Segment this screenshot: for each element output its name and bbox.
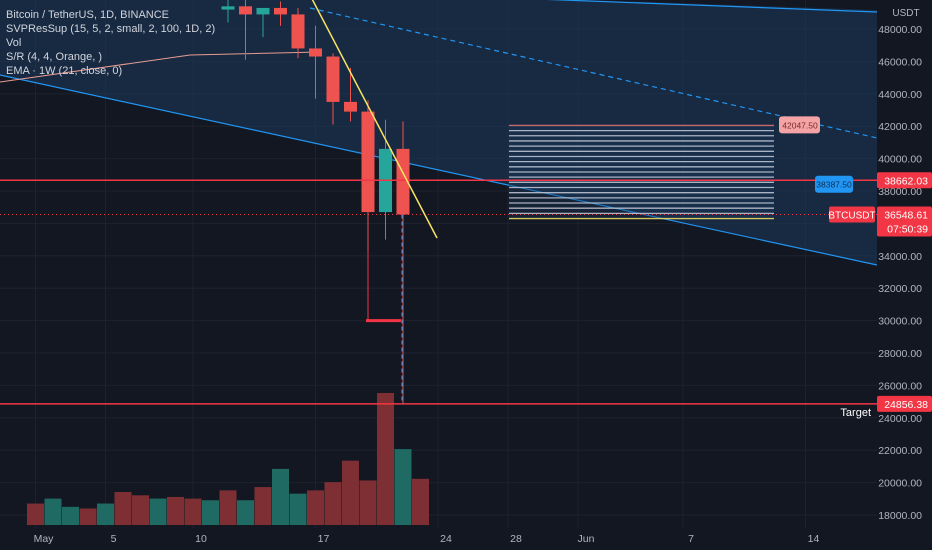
chart-legend: Bitcoin / TetherUS, 1D, BINANCE SVPResSu…	[6, 8, 215, 78]
price-tick-label: 26000.00	[878, 380, 922, 392]
volume-bar	[237, 500, 254, 525]
price-axis-currency: USDT	[892, 8, 919, 19]
price-axis[interactable]: USDT 48000.00 46000.00 44000.00 42000.00 4000…	[877, 0, 932, 550]
profile-high-tag-bg	[779, 116, 820, 134]
candle-body	[256, 7, 270, 15]
price-tick-label: 44000.00	[878, 89, 922, 101]
stop-marker-outline	[367, 250, 401, 322]
yellow-trend-line	[311, 0, 438, 239]
indicator-svp[interactable]: SVPResSup (15, 5, 2, small, 2, 100, 1D, …	[6, 23, 216, 35]
time-tick-label: 5	[111, 533, 117, 545]
support-price-label-bg	[877, 395, 932, 412]
price-tick-label: 30000.00	[878, 316, 922, 328]
volume-bar	[184, 498, 202, 525]
resistance-price-label-bg	[877, 172, 932, 189]
candle-body	[309, 48, 322, 57]
time-axis-bg	[0, 528, 932, 550]
time-tick-label: 14	[808, 533, 820, 545]
volume-bar	[289, 493, 307, 525]
volume-bar	[342, 460, 359, 525]
profile-high-tag: 42047.50	[782, 120, 818, 130]
resistance-price-label: 38662.03	[884, 175, 928, 187]
volume-bar	[27, 503, 44, 525]
volume-bar	[79, 508, 97, 525]
candlestick-series	[221, 0, 410, 404]
candle-body	[344, 101, 357, 112]
channel-mid-dashed-line	[309, 7, 878, 139]
current-price-label: 36548.61	[884, 210, 928, 222]
price-tick-label: 24000.00	[878, 413, 922, 425]
profile-mid-tag: 38387.50	[816, 180, 852, 190]
price-tick-label: 20000.00	[878, 478, 922, 490]
time-tick-label: 7	[688, 533, 694, 545]
channel-lower-line	[0, 74, 878, 266]
time-tick-label: 24	[440, 533, 452, 545]
volume-bar	[377, 393, 394, 525]
volume-bar	[324, 482, 342, 525]
time-axis[interactable]: May 5 10 17 24 28 Jun 7 14	[0, 528, 932, 550]
time-tick-label: 10	[195, 533, 207, 545]
volume-bar	[132, 495, 149, 525]
volume-bar	[167, 496, 184, 525]
indicator-ema[interactable]: EMA · 1W (21, close, 0)	[6, 65, 123, 77]
candle-body	[291, 14, 305, 49]
price-tick-label: 40000.00	[878, 154, 922, 166]
target-label: Target	[840, 407, 871, 419]
volume-profile	[509, 124, 774, 220]
candle-body	[239, 6, 252, 15]
volume-bar	[149, 498, 167, 525]
candle-body	[221, 6, 235, 10]
volume-bar	[44, 498, 62, 525]
support-price-label: 24856.38	[884, 399, 928, 411]
price-tick-label: 42000.00	[878, 121, 922, 133]
current-price-label-bg	[877, 206, 932, 237]
price-tick-label: 48000.00	[878, 24, 922, 36]
volume-bar	[254, 487, 272, 525]
channel-upper-line	[546, 0, 878, 13]
time-tick-label: 28	[510, 533, 522, 545]
profile-mid-tag-bg	[815, 175, 853, 193]
countdown-label: 07:50:39	[887, 224, 928, 236]
indicator-sr[interactable]: S/R (4, 4, Orange, )	[6, 51, 102, 63]
price-tick-label: 38000.00	[878, 186, 922, 198]
candle-body	[361, 111, 375, 213]
time-tick-label: May	[34, 533, 55, 545]
indicator-volume[interactable]: Vol	[6, 37, 22, 49]
chart-overlays	[0, 0, 877, 405]
time-tick-label: 17	[318, 533, 330, 545]
channel-fill	[0, 0, 877, 265]
volume-bar	[97, 503, 114, 525]
volume-bar	[202, 500, 219, 525]
descending-channel	[0, 0, 878, 266]
symbol-title[interactable]: Bitcoin / TetherUS, 1D, BINANCE	[6, 9, 170, 21]
price-labels: 38662.03 24856.38 36548.61 07:50:39 BTCUSDT T…	[779, 116, 932, 419]
volume-bar	[307, 490, 324, 525]
grid-lines	[0, 0, 877, 528]
symbol-label-bg	[829, 206, 875, 223]
price-tick-label: 32000.00	[878, 283, 922, 295]
price-tick-label: 46000.00	[878, 56, 922, 68]
price-axis-bg	[877, 0, 932, 550]
volume-bar	[412, 478, 429, 525]
volume-bars	[27, 393, 429, 525]
price-tick-label: 28000.00	[878, 348, 922, 360]
volume-bar	[394, 449, 412, 525]
volume-bar	[114, 492, 132, 525]
candle-body	[326, 56, 340, 102]
ema-line	[0, 51, 321, 83]
price-tick-label: 18000.00	[878, 510, 922, 522]
candle-body	[274, 7, 287, 15]
volume-bar	[359, 480, 377, 525]
volume-bar	[62, 506, 79, 525]
time-tick-label: Jun	[578, 533, 595, 545]
symbol-label: BTCUSDT	[828, 211, 875, 222]
price-tick-label: 22000.00	[878, 445, 922, 457]
price-tick-label: 34000.00	[878, 251, 922, 263]
volume-bar	[219, 490, 237, 525]
volume-bar	[272, 468, 289, 525]
